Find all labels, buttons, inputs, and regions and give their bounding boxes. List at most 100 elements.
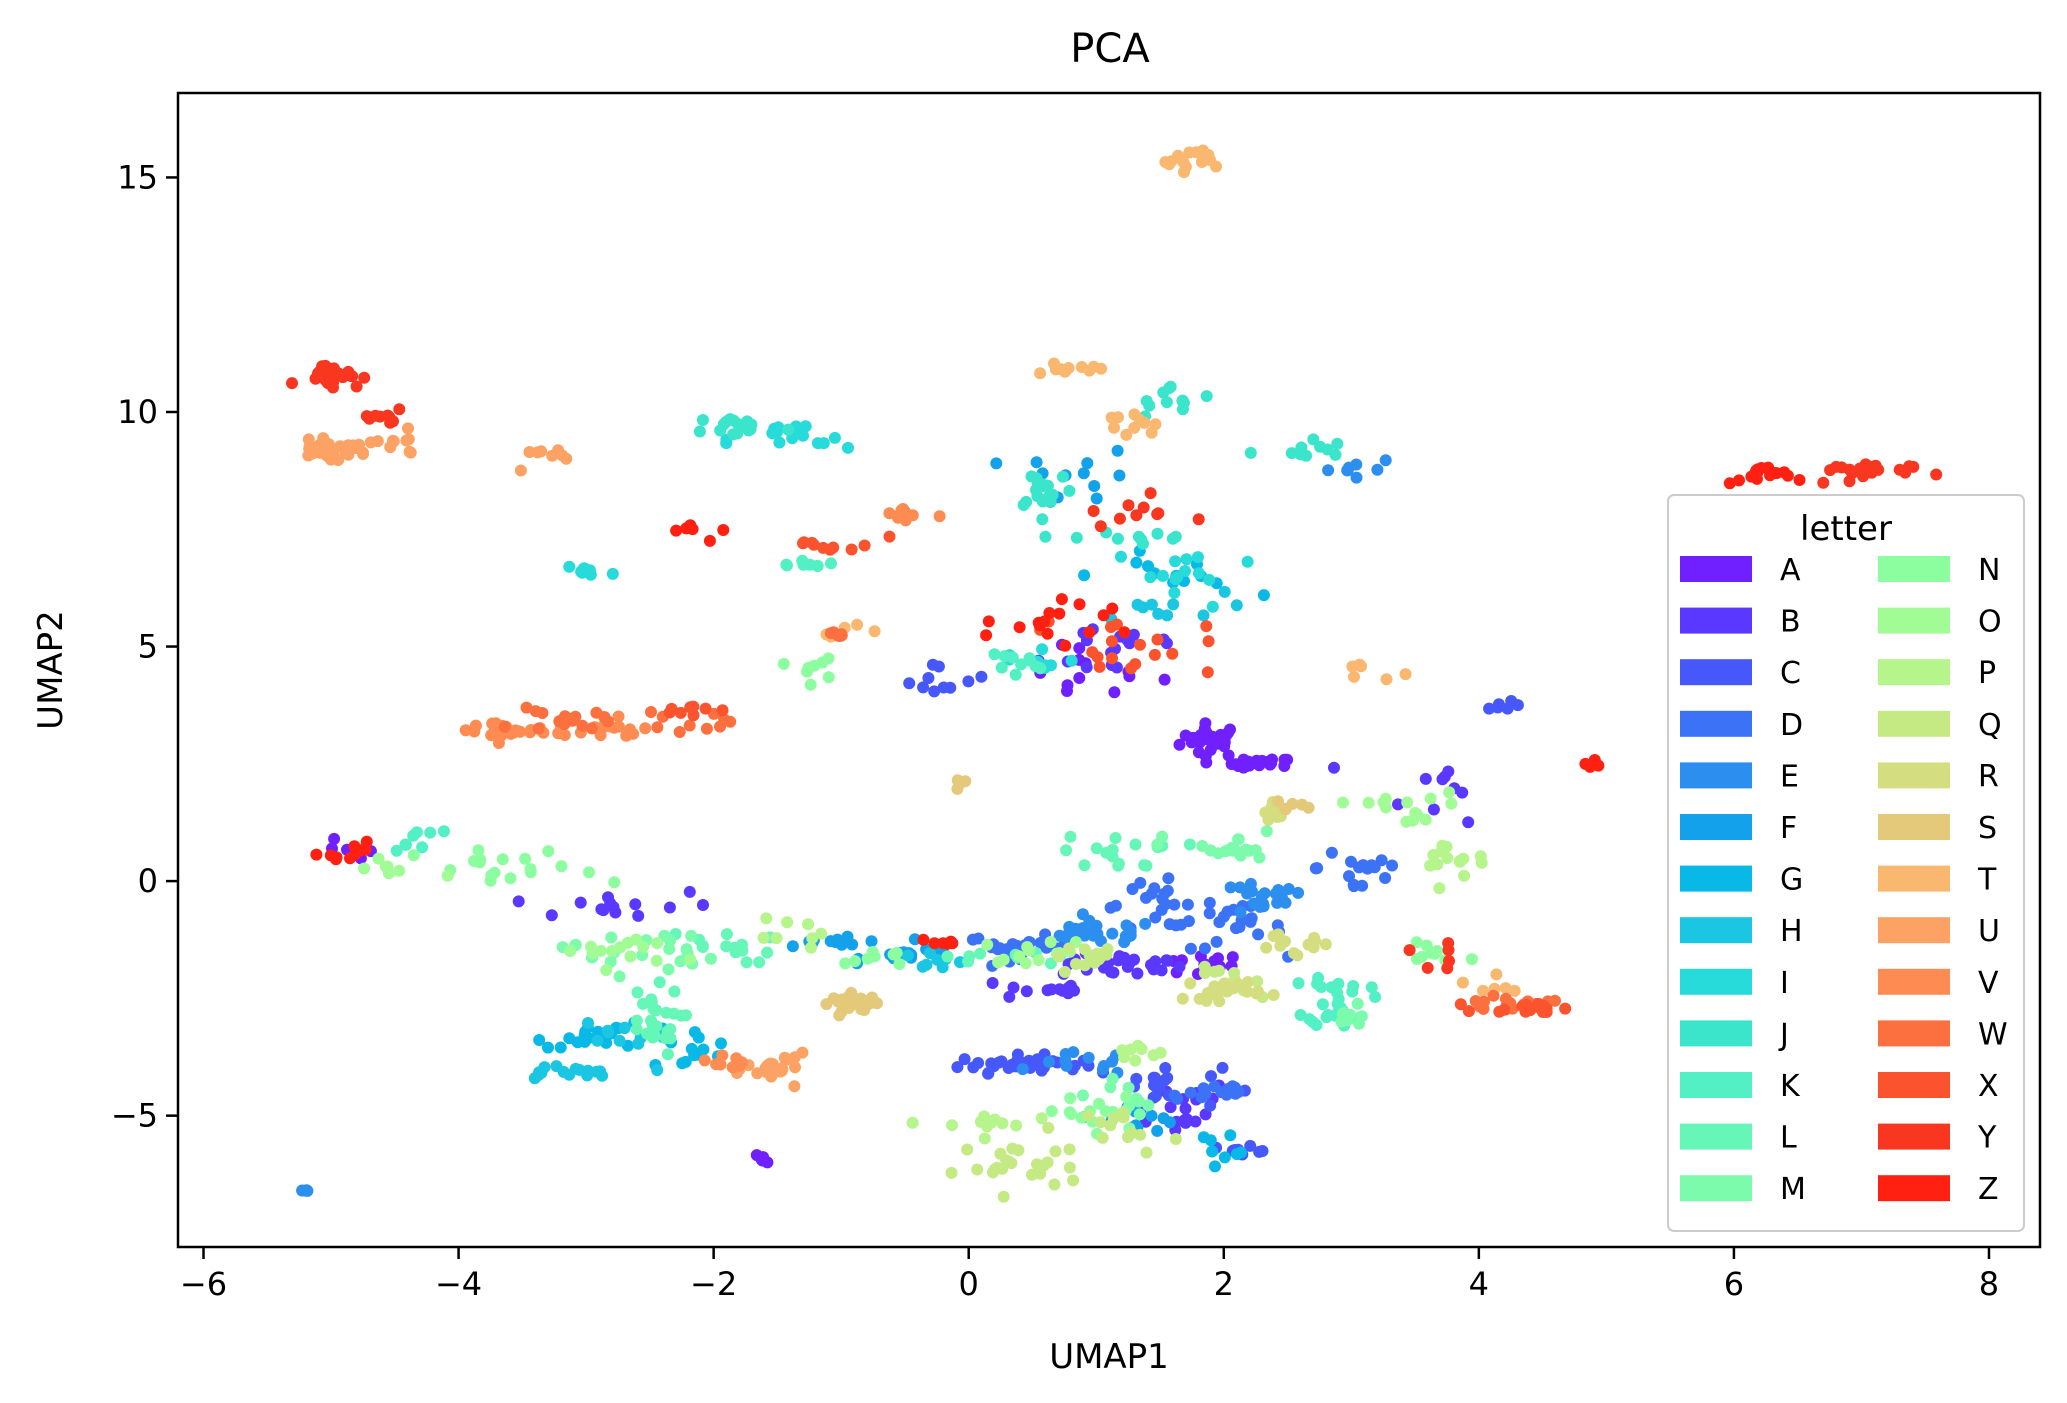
legend-label-O: O xyxy=(1978,605,2002,640)
data-point xyxy=(990,457,1003,470)
data-point xyxy=(1244,446,1257,459)
data-point xyxy=(1271,811,1284,823)
data-point xyxy=(1176,394,1189,407)
data-point xyxy=(1365,981,1378,994)
data-point xyxy=(667,1007,680,1020)
data-point xyxy=(805,941,817,954)
data-point xyxy=(1218,585,1231,598)
data-point xyxy=(1309,862,1322,875)
data-point xyxy=(985,1057,998,1070)
data-point xyxy=(1443,786,1456,799)
data-point xyxy=(1156,569,1169,582)
legend-label-F: F xyxy=(1780,811,1797,846)
data-point xyxy=(632,909,645,922)
data-point xyxy=(1010,1119,1023,1132)
data-point xyxy=(1015,658,1028,671)
data-point xyxy=(1183,838,1196,851)
data-point xyxy=(1158,673,1171,686)
data-point xyxy=(353,438,365,451)
data-point xyxy=(991,943,1004,956)
data-point xyxy=(893,958,906,970)
data-point xyxy=(606,567,619,580)
data-point xyxy=(584,568,597,581)
data-point xyxy=(1442,765,1455,778)
data-point xyxy=(736,944,749,957)
data-point xyxy=(1173,738,1186,751)
data-point xyxy=(468,725,481,738)
data-point xyxy=(1350,471,1363,484)
data-point xyxy=(1169,555,1182,568)
data-point xyxy=(1041,627,1054,640)
data-point xyxy=(1044,936,1057,948)
data-point xyxy=(1000,1154,1013,1167)
data-point xyxy=(582,1017,594,1029)
data-point xyxy=(1053,607,1066,620)
data-point xyxy=(1113,469,1126,482)
data-point xyxy=(613,1034,626,1047)
data-point xyxy=(811,560,824,572)
data-point xyxy=(1078,569,1091,582)
legend-swatch-R xyxy=(1878,762,1950,789)
data-point xyxy=(1032,616,1045,629)
data-point xyxy=(1078,859,1091,872)
data-point xyxy=(687,709,700,722)
data-point xyxy=(358,862,371,875)
data-point xyxy=(687,700,700,713)
data-point xyxy=(1110,618,1123,631)
data-point xyxy=(1403,944,1416,957)
data-point xyxy=(344,852,356,865)
data-point xyxy=(945,1166,958,1179)
data-point xyxy=(1144,571,1157,584)
data-point xyxy=(845,543,858,556)
data-point xyxy=(1108,421,1120,434)
legend-swatch-J xyxy=(1680,1020,1752,1047)
data-point xyxy=(982,615,995,628)
data-point xyxy=(613,970,626,983)
data-point xyxy=(1138,859,1151,872)
data-point xyxy=(1133,1108,1146,1121)
legend-swatch-U xyxy=(1878,917,1950,944)
data-point xyxy=(1835,461,1848,474)
data-point xyxy=(1315,981,1328,993)
data-point xyxy=(1130,556,1143,569)
data-point xyxy=(1033,1166,1046,1179)
legend-label-L: L xyxy=(1780,1121,1797,1156)
data-point xyxy=(1401,796,1414,809)
legend-label-D: D xyxy=(1780,708,1803,743)
data-point xyxy=(1224,881,1237,894)
data-point xyxy=(1112,411,1124,424)
data-point xyxy=(1291,949,1304,962)
data-point xyxy=(1208,965,1221,978)
data-point xyxy=(1337,796,1349,809)
data-point xyxy=(664,1032,677,1045)
x-axis-label: UMAP1 xyxy=(1049,1337,1169,1377)
data-point xyxy=(951,782,964,795)
x-tick-label: 2 xyxy=(1214,1265,1234,1303)
data-point xyxy=(371,435,384,448)
data-point xyxy=(1073,642,1086,655)
data-point xyxy=(605,931,618,944)
data-point xyxy=(820,998,833,1011)
data-point xyxy=(1200,390,1213,403)
data-point xyxy=(724,715,737,728)
data-point xyxy=(327,381,339,394)
data-point xyxy=(1257,900,1270,913)
data-point xyxy=(1067,1174,1080,1187)
data-point xyxy=(1218,977,1231,990)
series-Y xyxy=(286,359,1943,975)
data-point xyxy=(555,860,568,873)
data-point xyxy=(1465,953,1478,966)
data-point xyxy=(1104,1081,1117,1094)
data-point xyxy=(1115,550,1127,563)
data-point xyxy=(1083,364,1096,377)
legend-swatch-Q xyxy=(1878,710,1950,737)
data-point xyxy=(328,832,341,845)
data-point xyxy=(916,960,929,973)
data-point xyxy=(1292,886,1305,899)
data-point xyxy=(1083,626,1096,639)
data-point xyxy=(1204,1134,1217,1147)
legend-label-K: K xyxy=(1780,1069,1801,1104)
data-point xyxy=(407,829,420,842)
data-point xyxy=(898,509,911,522)
data-point xyxy=(1106,602,1119,615)
